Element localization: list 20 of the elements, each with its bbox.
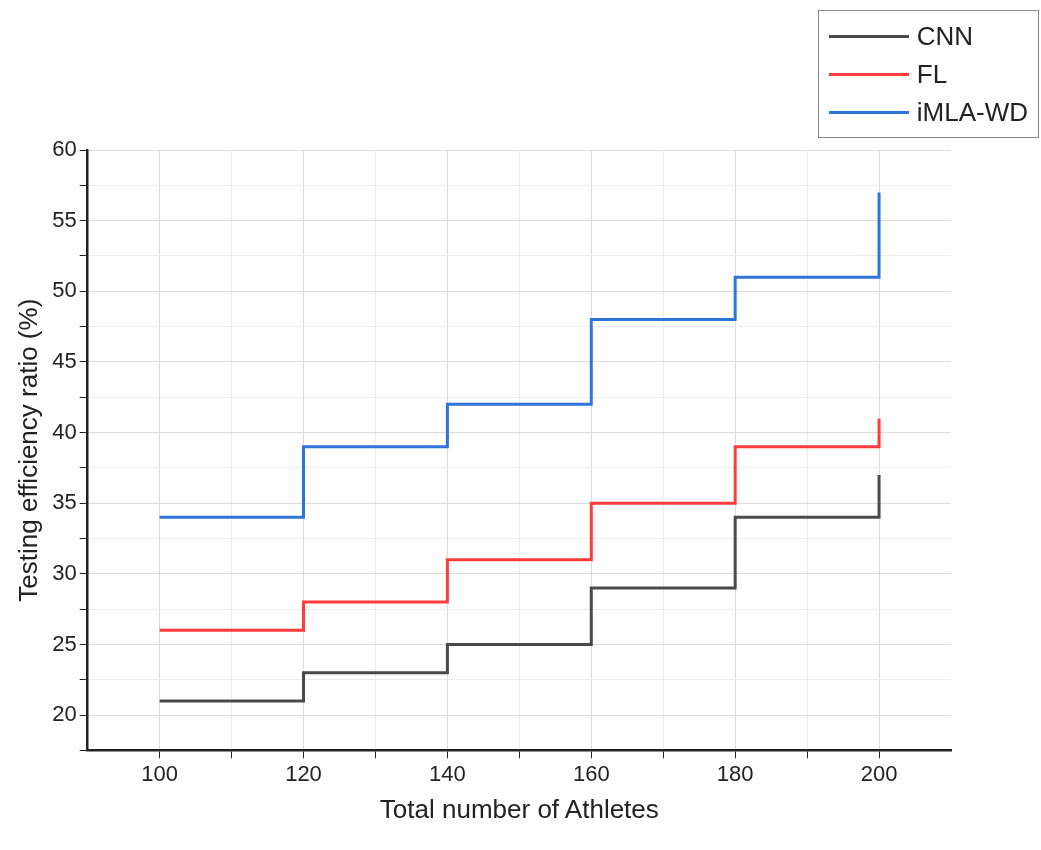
x-tick-label: 200 (860, 760, 898, 786)
y-tick-label: 55 (52, 206, 77, 232)
y-tick-label: 50 (52, 277, 77, 303)
legend-label: iMLA-WD (916, 96, 1028, 128)
y-tick-label: 60 (52, 136, 77, 162)
y-tick-label: 35 (52, 489, 77, 515)
x-tick-label: 120 (285, 760, 322, 786)
y-axis-title: Testing efficiency ratio (%) (12, 298, 43, 602)
x-tick-label: 180 (716, 760, 754, 786)
x-tick-label: 140 (429, 760, 466, 786)
x-tick-label: 100 (141, 760, 178, 786)
y-tick-label: 45 (52, 347, 77, 373)
y-tick-label: 40 (52, 418, 77, 444)
x-axis-title: Total number of Athletes (379, 793, 659, 824)
x-tick-label: 160 (572, 760, 610, 786)
y-tick-label: 20 (52, 701, 77, 727)
legend-label: FL (916, 58, 948, 90)
legend-label: CNN (916, 20, 974, 52)
y-tick-label: 30 (52, 559, 77, 585)
y-tick-label: 25 (52, 630, 77, 656)
